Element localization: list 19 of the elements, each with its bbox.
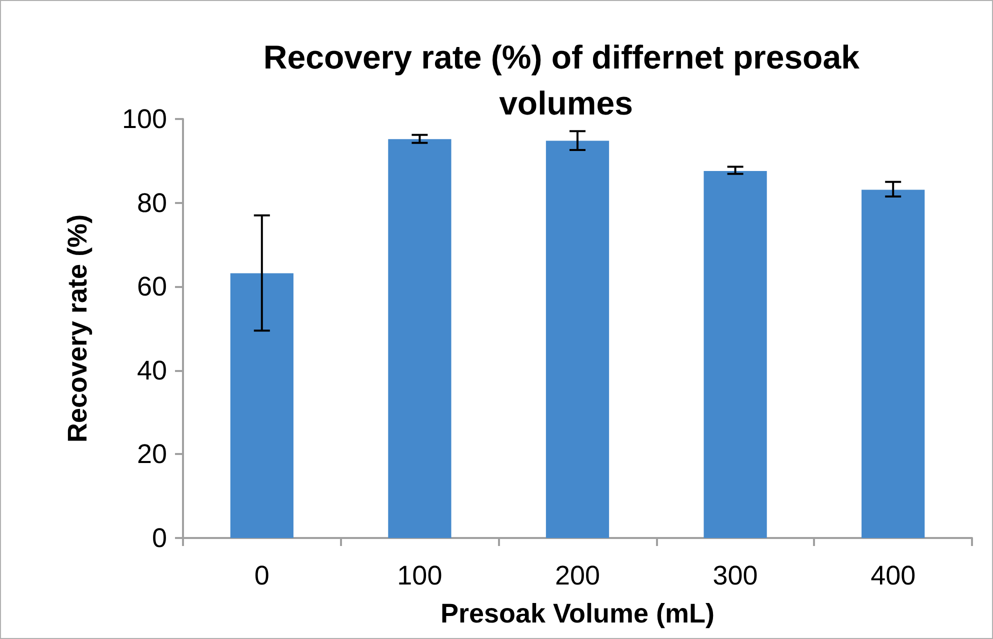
y-tick-label: 0 — [152, 523, 167, 553]
x-tick-label: 0 — [254, 560, 270, 590]
chart-title: Recovery rate (%) of differnet presoak volumes — [263, 38, 869, 122]
y-axis-title: Recovery rate (%) — [62, 214, 92, 443]
x-tick-label: 200 — [554, 560, 600, 590]
y-tick-label: 60 — [136, 272, 167, 302]
y-tick-label: 80 — [136, 188, 167, 218]
x-axis-title: Presoak Volume (mL) — [440, 598, 715, 628]
bar — [704, 170, 767, 538]
x-tick-label: 400 — [870, 560, 916, 590]
y-tick-label: 40 — [136, 355, 167, 386]
bar — [862, 190, 925, 538]
y-tick-label: 20 — [136, 439, 167, 470]
x-tick-label: 300 — [712, 560, 758, 590]
bar — [388, 139, 452, 538]
x-tick-label: 100 — [397, 560, 442, 590]
bar — [230, 273, 294, 538]
y-tick-label: 100 — [122, 104, 167, 134]
bar — [546, 140, 610, 538]
